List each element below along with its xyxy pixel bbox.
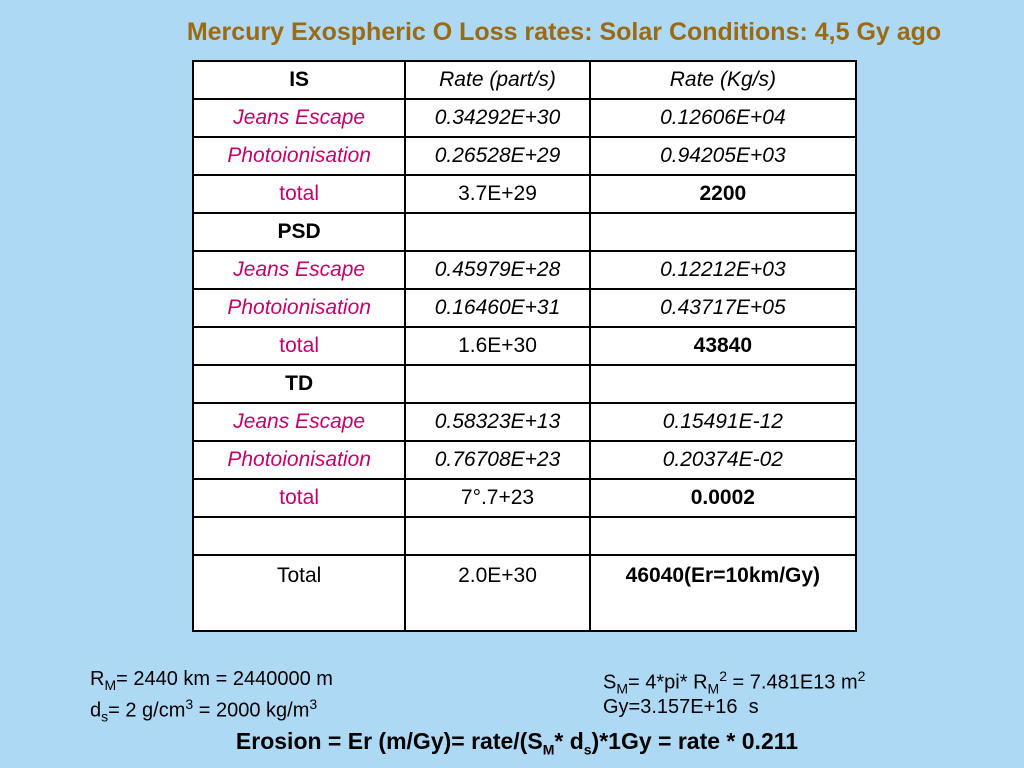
formula: Erosion = Er (m/Gy)= rate/(SM* ds)*1Gy =… <box>0 728 1024 758</box>
cell: 0.12606E+04 <box>588 98 858 138</box>
cell: Total <box>191 554 407 632</box>
cell: 0.15491E-12 <box>588 402 858 442</box>
cell: 0.12212E+03 <box>588 250 858 290</box>
cell: 3.7E+29 <box>404 174 591 214</box>
blank-row <box>191 516 858 556</box>
cell: IS <box>191 60 407 100</box>
cell <box>404 364 591 404</box>
cell: total <box>191 174 407 214</box>
cell <box>191 516 407 556</box>
subscript: M <box>104 677 117 693</box>
cell: 2.0E+30 <box>404 554 591 632</box>
text: Gy=3.157E+16 s <box>603 696 759 718</box>
cell: 0.20374E-02 <box>588 440 858 480</box>
cell: 0.43717E+05 <box>588 288 858 328</box>
cell: 0.58323E+13 <box>404 402 591 442</box>
cell: 46040(Er=10km/Gy) <box>588 554 858 632</box>
cell <box>404 212 591 252</box>
superscript: 2 <box>857 668 866 684</box>
cell: 0.0002 <box>588 478 858 518</box>
row: total 7°.7+23 0.0002 <box>191 478 858 518</box>
cell: Photoionisation <box>191 440 407 480</box>
cell: 0.94205E+03 <box>588 136 858 176</box>
cell: PSD <box>191 212 407 252</box>
cell: Jeans Escape <box>191 250 407 290</box>
cell: 1.6E+30 <box>404 326 591 366</box>
row: Jeans Escape 0.58323E+13 0.15491E-12 <box>191 402 858 442</box>
cell: 0.16460E+31 <box>404 288 591 328</box>
text: * d <box>554 728 584 754</box>
row: total 1.6E+30 43840 <box>191 326 858 366</box>
superscript: 3 <box>185 696 194 712</box>
cell: Photoionisation <box>191 136 407 176</box>
text: S <box>603 671 617 694</box>
row: Photoionisation 0.16460E+31 0.43717E+05 <box>191 288 858 328</box>
row: total 3.7E+29 2200 <box>191 174 858 214</box>
cell: total <box>191 326 407 366</box>
text: R <box>90 668 105 690</box>
text: = 7.481E13 m <box>726 671 858 694</box>
superscript: 2 <box>719 668 727 684</box>
cell <box>588 212 858 252</box>
cell: total <box>191 478 407 518</box>
cell: 2200 <box>588 174 858 214</box>
note: Gy=3.157E+16 s <box>603 696 759 719</box>
cell: 0.45979E+28 <box>404 250 591 290</box>
cell: 43840 <box>588 326 858 366</box>
text: d <box>90 699 102 722</box>
cell: 7°.7+23 <box>404 478 591 518</box>
rates-table: IS Rate (part/s) Rate (Kg/s) Jeans Escape 0… <box>191 60 858 632</box>
note: SM= 4*pi* RM2 = 7.481E13 m2 <box>603 668 865 697</box>
subscript: s <box>101 708 109 725</box>
cell <box>588 364 858 404</box>
total-row: Total 2.0E+30 46040(Er=10km/Gy) <box>191 554 858 632</box>
subscript: M <box>616 680 629 697</box>
note: RM= 2440 km = 2440000 m <box>90 668 333 693</box>
row: Jeans Escape 0.45979E+28 0.12212E+03 <box>191 250 858 290</box>
cell: 0.26528E+29 <box>404 136 591 176</box>
subscript: M <box>707 680 720 697</box>
row: Photoionisation 0.26528E+29 0.94205E+03 <box>191 136 858 176</box>
row: Photoionisation 0.76708E+23 0.20374E-02 <box>191 440 858 480</box>
cell: Rate (Kg/s) <box>588 60 858 100</box>
text: Erosion = Er (m/Gy)= rate/(S <box>235 728 543 754</box>
row: PSD <box>191 212 858 252</box>
cell: Rate (part/s) <box>404 60 591 100</box>
subscript: s <box>583 741 592 758</box>
text: = 4*pi* R <box>628 671 708 694</box>
cell: Jeans Escape <box>191 402 407 442</box>
note: ds= 2 g/cm3 = 2000 kg/m3 <box>90 696 317 725</box>
slide-title: Mercury Exospheric O Loss rates: Solar C… <box>186 18 942 46</box>
row: TD <box>191 364 858 404</box>
superscript: 3 <box>309 696 318 712</box>
header-row: IS Rate (part/s) Rate (Kg/s) <box>191 60 858 100</box>
cell <box>404 516 591 556</box>
cell: Photoionisation <box>191 288 407 328</box>
cell: Jeans Escape <box>191 98 407 138</box>
text: = 2 g/cm <box>108 699 186 722</box>
text: = 2440 km = 2440000 m <box>116 668 333 690</box>
text: = 2000 kg/m <box>193 699 310 722</box>
text: )*1Gy = rate * 0.211 <box>591 728 799 754</box>
cell: 0.76708E+23 <box>404 440 591 480</box>
cell: 0.34292E+30 <box>404 98 591 138</box>
cell: TD <box>191 364 407 404</box>
row: Jeans Escape 0.34292E+30 0.12606E+04 <box>191 98 858 138</box>
subscript: M <box>542 741 555 758</box>
cell <box>588 516 858 556</box>
